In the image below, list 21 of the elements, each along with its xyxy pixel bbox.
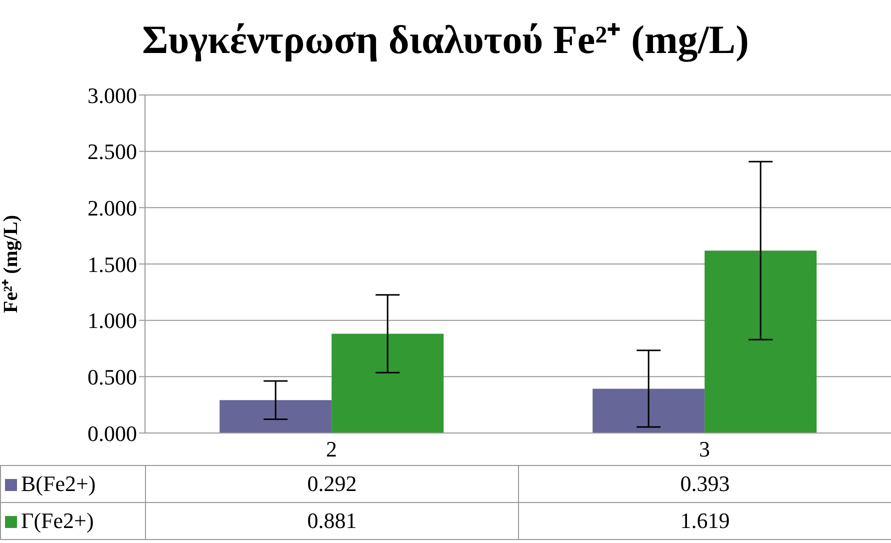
data-label: 0.881: [146, 502, 518, 540]
x-tick-label: 2: [326, 436, 337, 462]
bar: [220, 400, 332, 433]
legend-label: Γ(Fe2+): [0, 502, 146, 540]
y-tick-label: 2.000: [88, 195, 137, 220]
bar: [332, 334, 444, 433]
x-tick-label: 3: [699, 436, 710, 462]
data-label: 1.619: [518, 502, 891, 540]
y-tick-label: 1.500: [88, 252, 137, 277]
data-label: 0.292: [146, 466, 518, 502]
legend-label: B(Fe2+): [0, 466, 146, 502]
chart-title: Συγκέντρωση διαλυτού Fe²⁺ (mg/L): [141, 16, 750, 64]
y-axis-title: Fe²⁺ (mg/L): [0, 215, 22, 313]
y-tick-label: 1.000: [88, 308, 137, 334]
y-tick-label: 0.000: [88, 420, 137, 446]
bar: [592, 388, 705, 433]
data-label: 0.393: [518, 466, 891, 502]
y-tick-label: 3.000: [88, 82, 137, 108]
y-tick-label: 2.500: [88, 139, 137, 164]
bar: [704, 250, 817, 433]
y-tick-label: 0.500: [88, 364, 137, 390]
